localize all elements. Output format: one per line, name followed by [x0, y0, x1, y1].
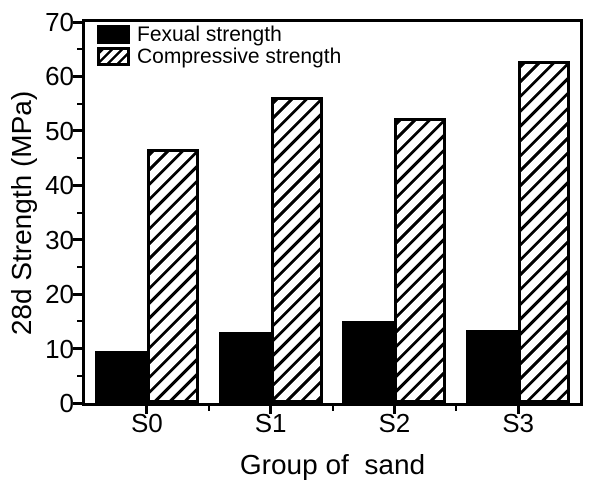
x-minor-tick: [455, 406, 458, 411]
y-minor-tick: [77, 211, 82, 214]
legend-item-flexural: Fexual strength: [97, 24, 341, 45]
y-minor-tick: [77, 265, 82, 268]
bar-S0-compressive: [146, 148, 199, 403]
x-major-tick: [392, 406, 396, 414]
plot-frame: Fexual strength Compressive strength: [82, 19, 583, 406]
legend-label: Fexual strength: [137, 23, 282, 46]
y-major-tick: [73, 347, 82, 351]
bar-S3-flexural: [466, 330, 519, 403]
legend-item-compressive: Compressive strength: [97, 46, 341, 67]
y-major-tick: [73, 238, 82, 242]
y-tick-label: 20: [45, 279, 74, 310]
bar-S1-compressive: [270, 96, 323, 403]
solid-black-swatch-icon: [97, 25, 130, 44]
bar-S3-compressive: [518, 61, 571, 403]
x-axis-title: Group of sand: [239, 449, 426, 480]
y-tick-label: 10: [45, 333, 74, 364]
plot-area: [85, 22, 580, 403]
bar-S1-flexural: [218, 332, 271, 403]
y-minor-tick: [77, 157, 82, 160]
x-major-tick: [516, 406, 520, 414]
y-major-tick: [73, 292, 82, 296]
y-tick-label: 40: [45, 170, 74, 201]
y-major-tick: [73, 183, 82, 187]
bar-S2-flexural: [342, 321, 395, 403]
x-minor-tick: [207, 406, 210, 411]
legend: Fexual strength Compressive strength: [97, 24, 341, 68]
y-tick-label: 30: [45, 224, 74, 255]
y-minor-tick: [77, 374, 82, 377]
x-minor-tick: [331, 406, 334, 411]
y-tick-label: 0: [59, 388, 74, 418]
y-minor-tick: [77, 48, 82, 51]
y-tick-label: 60: [45, 61, 74, 92]
legend-label: Compressive strength: [137, 45, 342, 68]
y-tick-label: 50: [45, 115, 74, 146]
y-major-tick: [73, 20, 82, 24]
x-tick-label: S2: [378, 408, 411, 438]
bar-S2-compressive: [394, 117, 447, 403]
x-tick-label: S3: [502, 408, 535, 438]
x-major-tick: [269, 406, 273, 414]
y-major-tick: [73, 74, 82, 78]
y-major-tick: [73, 129, 82, 133]
x-tick-label: S0: [130, 408, 163, 438]
hatched-swatch-icon: [97, 47, 130, 66]
y-minor-tick: [77, 102, 82, 105]
y-major-tick: [73, 401, 82, 405]
x-major-tick: [145, 406, 149, 414]
bar-S0-flexural: [94, 351, 147, 403]
y-tick-label: 70: [45, 7, 74, 37]
y-minor-tick: [77, 320, 82, 323]
x-tick-label: S1: [254, 408, 287, 438]
